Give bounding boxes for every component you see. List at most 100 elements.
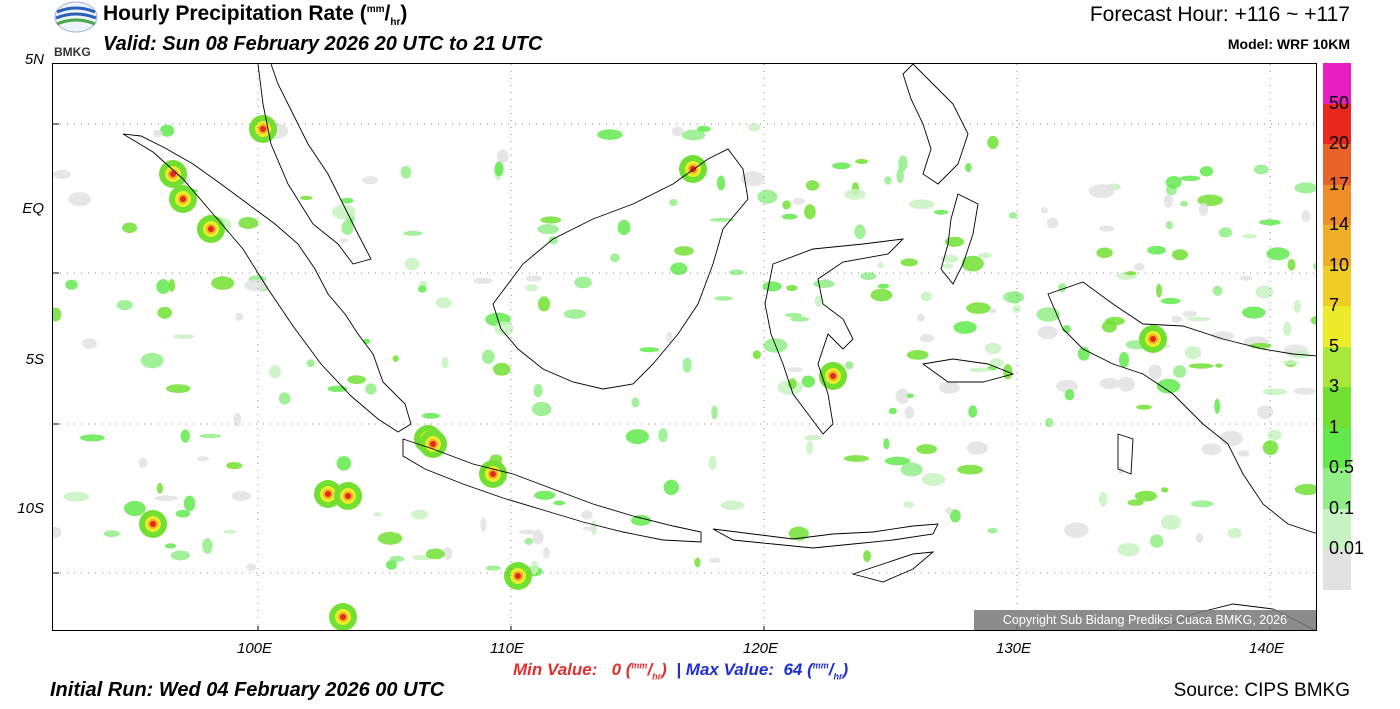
lon-label-130e: 130E (996, 640, 1032, 657)
rain-cell (896, 167, 904, 184)
rain-cell (244, 279, 267, 292)
rain-cell (485, 565, 502, 571)
rain-cell (792, 198, 806, 205)
rain-cell (574, 276, 592, 289)
heavy-rain-cell (180, 196, 186, 202)
data-source: Source: CIPS BMKG (1173, 680, 1350, 701)
rain-cell (757, 189, 778, 204)
rain-cell (883, 438, 890, 450)
rain-cell (365, 383, 377, 395)
rain-cell (53, 526, 62, 538)
rain-cell (804, 204, 816, 220)
rain-cell (377, 531, 403, 545)
colorbar-label: 20 (1329, 133, 1350, 154)
rain-cell (1099, 225, 1115, 232)
bmkg-logo-icon (54, 1, 98, 33)
rain-cell (173, 334, 195, 339)
forecast-hour: Forecast Hour: +116 ~ +117 (1089, 3, 1350, 26)
rain-cell (226, 462, 243, 470)
rain-cell (1294, 484, 1316, 495)
rain-cell (389, 555, 405, 562)
rain-cell (1099, 377, 1120, 390)
rain-cell (404, 257, 420, 271)
rain-cell (908, 199, 935, 210)
rain-cell (331, 204, 356, 220)
rain-cell (741, 170, 765, 187)
rain-cell (65, 279, 78, 290)
rain-cell (492, 362, 511, 376)
rain-cell (716, 175, 726, 191)
rain-cell (63, 491, 90, 502)
rain-cell (1147, 245, 1166, 255)
chart-title: Hourly Precipitation Rate (mm/hr) (103, 2, 407, 28)
rain-cell (1190, 500, 1214, 508)
rain-cell (674, 246, 694, 256)
rain-cell (788, 526, 809, 541)
rain-cell (720, 500, 745, 511)
rain-cell (531, 401, 552, 417)
colorbar-swatch (1323, 265, 1351, 307)
rain-cell (786, 284, 798, 292)
rain-cell (1156, 378, 1181, 394)
rain-cell (532, 529, 544, 545)
rain-cell (392, 355, 399, 362)
rain-cell (441, 356, 449, 369)
rain-cell (336, 456, 352, 471)
rain-cell (1171, 315, 1183, 323)
rain-cell (1313, 262, 1316, 270)
rain-cell (202, 538, 213, 554)
rain-cell (1253, 164, 1269, 175)
rain-cell (1046, 217, 1059, 229)
rain-cell (1195, 533, 1204, 543)
rain-cell (939, 381, 960, 394)
rain-cell (235, 312, 244, 321)
rain-cell (537, 224, 559, 235)
colorbar-label: 0.1 (1329, 497, 1355, 518)
rain-cell (122, 222, 138, 234)
rain-cell (347, 375, 366, 384)
colorbar-swatch (1323, 427, 1351, 469)
map-canvas[interactable] (53, 64, 1317, 631)
precipitation-map[interactable] (52, 63, 1317, 631)
rain-cell (278, 392, 291, 405)
rain-cell (223, 529, 237, 534)
rain-cell (916, 313, 925, 322)
rain-cell (845, 361, 854, 370)
rain-cell (1262, 440, 1279, 455)
rain-cell (268, 365, 281, 379)
rain-cell (421, 412, 440, 419)
rain-cell (1262, 388, 1288, 396)
rain-cell (966, 441, 988, 455)
rain-cell (1198, 202, 1209, 217)
rain-cell (196, 456, 210, 462)
colorbar-swatch (1323, 103, 1351, 145)
rain-cell (563, 309, 587, 319)
colorbar-label: 5 (1329, 335, 1340, 356)
rain-cell (978, 252, 993, 258)
rain-cell (786, 367, 803, 373)
rain-cell (363, 338, 371, 344)
rain-cell (782, 200, 791, 210)
coast-borneo (492, 148, 749, 390)
rain-cell (708, 557, 721, 563)
rain-cell (919, 334, 935, 343)
rain-cell (617, 219, 631, 235)
colorbar (1323, 63, 1351, 591)
rain-cell (400, 165, 412, 179)
heavy-rain-cell (830, 373, 836, 379)
rain-cell (1161, 487, 1169, 493)
rain-cell (1040, 207, 1048, 214)
rain-cell (904, 406, 915, 420)
rain-cell (989, 358, 1004, 368)
rain-cell (246, 563, 257, 571)
rain-cell (1267, 429, 1282, 441)
rain-cell (300, 195, 313, 200)
rain-cell (694, 557, 701, 568)
rain-cell (1294, 182, 1316, 194)
rain-cell (1182, 310, 1198, 318)
rain-cell (1134, 262, 1145, 271)
rain-cell (1179, 175, 1201, 181)
rain-cell (1255, 285, 1274, 299)
rain-cell (152, 129, 163, 138)
rain-cell (103, 530, 120, 538)
